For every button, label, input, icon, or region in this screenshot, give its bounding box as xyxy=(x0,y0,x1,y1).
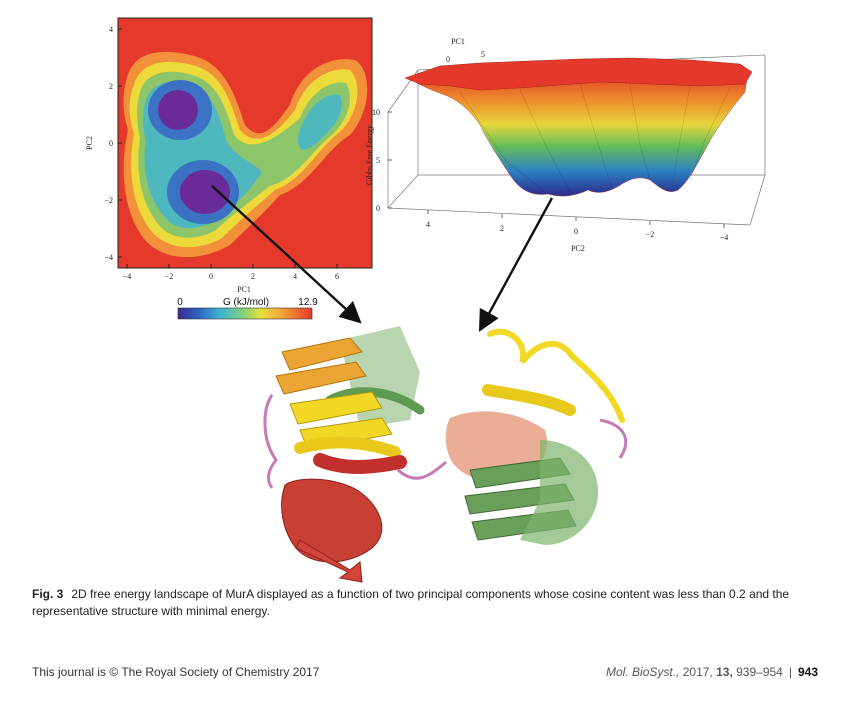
orange-sheet-top xyxy=(275,337,367,395)
contour-x-tick-label: 0 xyxy=(209,272,213,281)
contour-x-tick-label: 4 xyxy=(293,272,297,281)
magenta-loop-left xyxy=(263,394,278,489)
yellow-loop-top xyxy=(487,328,625,423)
surface-z-ticks xyxy=(388,111,392,209)
surface-bottom-tick-label: −2 xyxy=(646,230,655,239)
surface-facets xyxy=(459,83,731,193)
arrow-from-surface xyxy=(478,197,554,332)
contour-y-ticks xyxy=(118,28,122,258)
protein-left-domain xyxy=(263,326,425,583)
surface-bottom-tick-label: −4 xyxy=(720,233,729,242)
red-arrow-strand xyxy=(295,539,363,583)
surface-bottom-tick-label: 4 xyxy=(426,220,430,229)
colorbar-min-label: 0 xyxy=(177,297,183,308)
contour-minimum-lower xyxy=(180,170,230,214)
colorbar-gradient xyxy=(177,307,313,320)
contour-x-tick-label: 2 xyxy=(251,272,255,281)
journal-volume: 13, xyxy=(716,665,733,679)
caption-text: 2D free energy landscape of MurA display… xyxy=(32,587,790,618)
surface-z-axis-label: Gibbs Free Energy xyxy=(365,125,374,185)
footer-copyright: This journal is © The Royal Society of C… xyxy=(32,665,320,679)
journal-pages: 939–954 xyxy=(736,665,783,679)
surface-z-tick-label: 5 xyxy=(376,156,380,165)
contour-plot: 4 2 0 −2 −4 PC2 −4 −2 0 2 4 6 PC1 xyxy=(85,17,373,294)
surface-rim xyxy=(404,57,753,91)
contour-y-tick-label: 0 xyxy=(109,139,113,148)
contour-x-axis-label: PC1 xyxy=(237,285,251,294)
surface-z-tick-label: 10 xyxy=(372,108,380,117)
surface-bottom-tick-label: 2 xyxy=(500,224,504,233)
surface-bottom-axis-label: PC2 xyxy=(571,244,585,253)
yellow-helix xyxy=(294,436,401,458)
red-helix xyxy=(313,453,407,474)
protein-structure xyxy=(263,326,628,583)
surface-top-tick-label: 5 xyxy=(481,50,485,59)
surface-top-tick-label: 0 xyxy=(446,55,450,64)
surface-bottom-tick-label: 0 xyxy=(574,227,578,236)
contour-y-tick-label: 4 xyxy=(109,25,113,34)
contour-x-tick-label: −4 xyxy=(123,272,132,281)
contour-teal-right xyxy=(297,94,342,150)
journal-name: Mol. BioSyst., xyxy=(606,665,680,679)
contour-x-tick-label: 6 xyxy=(335,272,339,281)
figure-label: Fig. 3 xyxy=(32,587,64,601)
red-domain xyxy=(281,478,383,563)
arrow-from-contour xyxy=(211,185,362,324)
pointer-arrows xyxy=(211,185,554,332)
contour-y-tick-label: −4 xyxy=(104,253,113,262)
linker-loop xyxy=(397,460,447,480)
figure-caption: Fig. 3 2D free energy landscape of MurA d… xyxy=(32,586,832,620)
surface-z-tick-label: 0 xyxy=(376,204,380,213)
contour-y-tick-label: 2 xyxy=(109,82,113,91)
magenta-loop-right xyxy=(599,418,628,459)
footer-citation: Mol. BioSyst., 2017, 13, 939–954 | 943 xyxy=(606,665,818,679)
green-domain-body xyxy=(520,440,599,545)
page-number: 943 xyxy=(797,665,818,679)
surface-plot: 10 5 0 Gibbs Free Energy PC1 0 5 4 2 0 −… xyxy=(365,37,766,253)
surface-bottom-ticks xyxy=(427,210,725,228)
surface-box xyxy=(387,54,766,226)
green-helix-left xyxy=(325,387,425,415)
footer-separator: | xyxy=(788,665,792,679)
colorbar: 0 G (kJ/mol) 12.9 xyxy=(177,297,318,320)
contour-y-tick-label: −2 xyxy=(104,196,113,205)
colorbar-max-label: 12.9 xyxy=(298,297,318,308)
yellow-helix-right xyxy=(482,384,576,416)
journal-year: 2017, xyxy=(682,665,713,679)
colorbar-title: G (kJ/mol) xyxy=(223,297,269,308)
surface-body xyxy=(409,71,749,197)
contour-minimum-upper xyxy=(158,90,198,130)
contour-x-tick-label: −2 xyxy=(165,272,174,281)
contour-x-ticks xyxy=(126,264,338,268)
protein-right-domain xyxy=(445,328,628,545)
contour-y-axis-label: PC2 xyxy=(85,136,94,150)
surface-top-axis-label: PC1 xyxy=(451,37,465,46)
